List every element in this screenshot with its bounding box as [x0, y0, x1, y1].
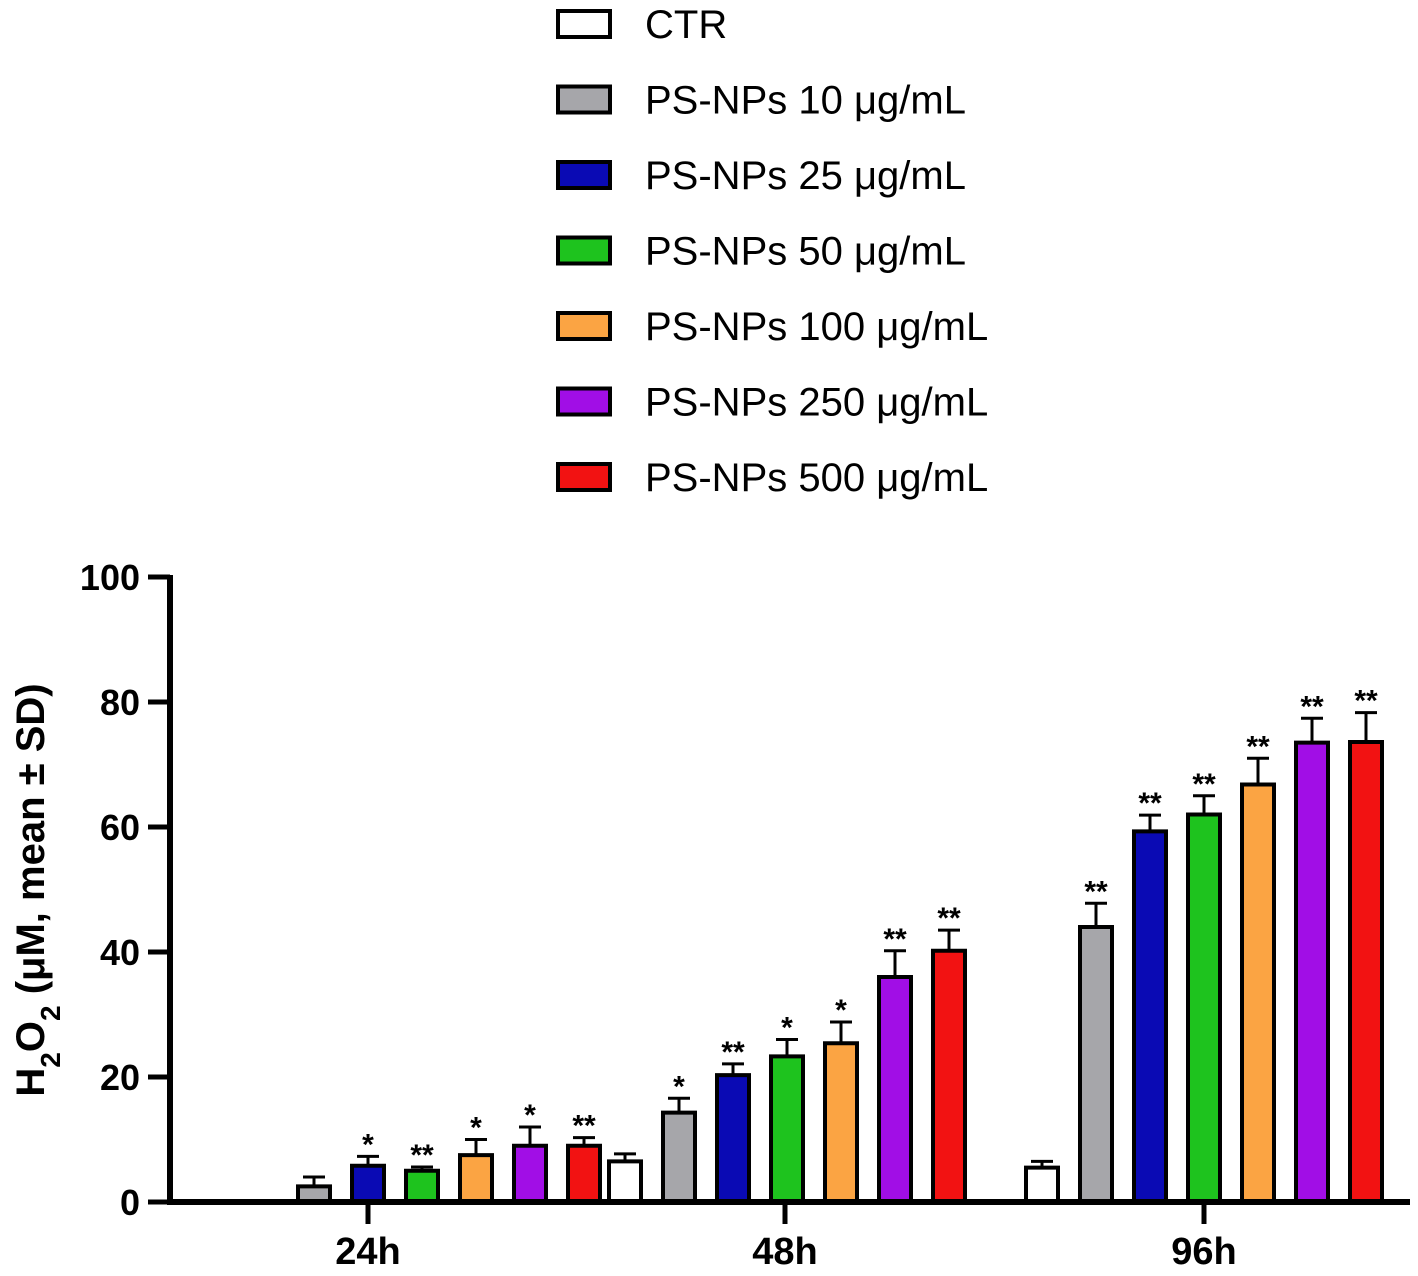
bar — [404, 1168, 440, 1204]
y-tick-label: 0 — [120, 1182, 140, 1223]
significance-label: ** — [1354, 685, 1378, 718]
significance-label: ** — [1138, 787, 1162, 820]
bar — [566, 1143, 602, 1204]
ylabel-o: O — [9, 1021, 53, 1052]
bar — [1132, 829, 1168, 1204]
legend-label: PS-NPs 250 μg/mL — [645, 381, 988, 425]
ylabel-sub2: 2 — [35, 1005, 66, 1021]
bar — [823, 1041, 859, 1204]
ylabel-units: (μM, mean ± SD) — [9, 683, 53, 1005]
y-axis-label: H2O2 (μM, mean ± SD) — [9, 683, 66, 1096]
significance-label: ** — [937, 902, 961, 935]
bar — [1024, 1165, 1060, 1204]
ylabel-h: H — [9, 1068, 53, 1097]
significance-label: * — [781, 1012, 793, 1045]
bar — [350, 1163, 386, 1204]
significance-label: ** — [1246, 730, 1270, 763]
significance-label: * — [524, 1099, 536, 1132]
x-tick-label: 96h — [1171, 1231, 1236, 1273]
significance-label: * — [673, 1070, 685, 1103]
significance-label: * — [470, 1112, 482, 1145]
legend-label: CTR — [645, 3, 727, 47]
significance-label: ** — [1300, 690, 1324, 723]
legend-swatch — [556, 386, 612, 417]
legend-swatch — [556, 311, 612, 341]
significance-label: ** — [572, 1110, 596, 1143]
bar — [607, 1159, 643, 1204]
significance-label: ** — [410, 1139, 434, 1172]
significance-label: ** — [1192, 768, 1216, 801]
significance-label: ** — [721, 1036, 745, 1069]
significance-label: ** — [883, 923, 907, 956]
axes: 0 20 40 60 80 100 24h 48h 96h — [80, 557, 1410, 1273]
bar — [1348, 740, 1384, 1204]
legend-label: PS-NPs 25 μg/mL — [645, 154, 966, 198]
legend-label: PS-NPs 100 μg/mL — [645, 305, 988, 349]
significance-label: ** — [1084, 875, 1108, 908]
y-tick-label: 40 — [100, 932, 140, 973]
legend-swatch — [556, 235, 612, 266]
legend-swatch — [556, 462, 612, 492]
bar — [1240, 782, 1276, 1204]
legend-label: PS-NPs 50 μg/mL — [645, 230, 966, 274]
bar — [512, 1143, 548, 1204]
y-tick-label: 60 — [100, 807, 140, 848]
legend-label: PS-NPs 10 μg/mL — [645, 79, 966, 123]
plot-area: * *** * ********************* ** — [296, 685, 1384, 1204]
legend: CTR PS-NPs 10 μg/mL PS-NPs 25 μg/mL PS-NPs … — [556, 3, 988, 500]
bar — [661, 1110, 697, 1204]
ylabel-sub1: 2 — [35, 1052, 66, 1068]
bar — [1078, 925, 1114, 1204]
svg-text:H2O2 (μM, mean ± SD): H2O2 (μM, mean ± SD) — [9, 683, 66, 1096]
legend-swatch — [556, 160, 612, 190]
bar — [769, 1054, 805, 1204]
y-tick-label: 20 — [100, 1057, 140, 1098]
significance-label: * — [835, 994, 847, 1027]
bar — [458, 1153, 494, 1204]
x-tick-label: 24h — [335, 1231, 400, 1273]
x-tick-label: 48h — [752, 1231, 817, 1273]
y-tick-label: 80 — [100, 682, 140, 723]
bar — [931, 948, 967, 1204]
legend-label: PS-NPs 500 μg/mL — [645, 456, 988, 500]
bar — [877, 975, 913, 1204]
significance-label: * — [362, 1128, 374, 1161]
bar — [1186, 812, 1222, 1204]
y-tick-label: 100 — [80, 557, 140, 598]
legend-swatch — [556, 9, 612, 39]
legend-swatch — [556, 84, 612, 115]
bar — [1294, 740, 1330, 1204]
bar — [715, 1073, 751, 1204]
